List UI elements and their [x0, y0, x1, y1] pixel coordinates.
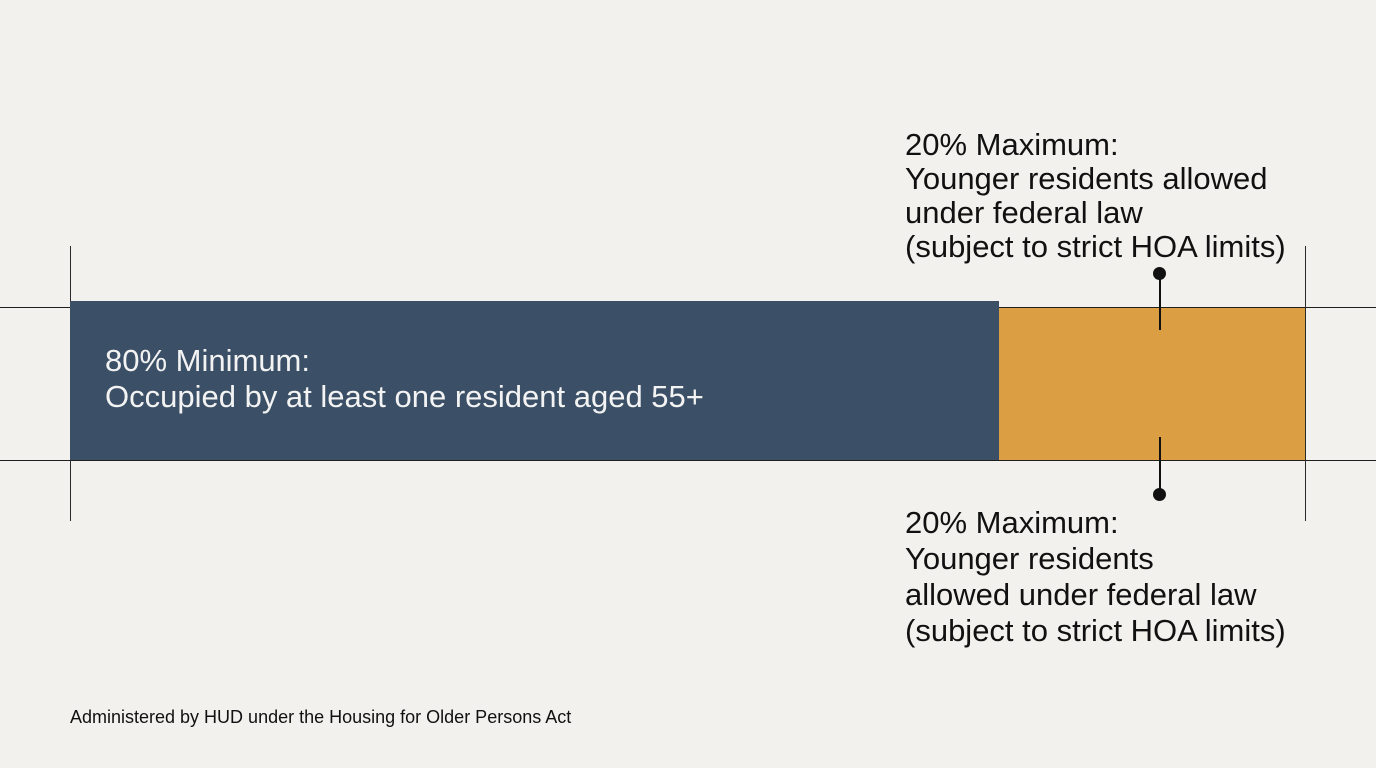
- minimum-segment-label: 80% Minimum: Occupied by at least one re…: [105, 343, 704, 415]
- bottom-callout: 20% Maximum: Younger residents allowed u…: [905, 505, 1286, 649]
- top-callout-line-1: 20% Maximum:: [905, 127, 1119, 162]
- minimum-segment-bar: 80% Minimum: Occupied by at least one re…: [70, 301, 999, 460]
- top-callout-leader-line: [1159, 274, 1161, 330]
- top-callout-dot: [1153, 267, 1166, 280]
- minimum-segment-description: Occupied by at least one resident aged 5…: [105, 379, 704, 414]
- bottom-callout-line-4: (subject to strict HOA limits): [905, 613, 1286, 648]
- top-callout-line-3: under federal law: [905, 195, 1143, 230]
- bottom-callout-line-1: 20% Maximum:: [905, 505, 1119, 540]
- bar-right-boundary-line: [1305, 246, 1306, 521]
- minimum-segment-heading: 80% Minimum:: [105, 343, 310, 378]
- bottom-callout-dot: [1153, 488, 1166, 501]
- maximum-segment-bar: [999, 308, 1305, 460]
- top-callout-line-4: (subject to strict HOA limits): [905, 229, 1286, 264]
- top-callout: 20% Maximum: Younger residents allowed u…: [905, 128, 1286, 264]
- top-callout-line-2: Younger residents allowed: [905, 161, 1268, 196]
- bottom-callout-leader-line: [1159, 437, 1161, 495]
- bottom-callout-line-3: allowed under federal law: [905, 577, 1257, 612]
- bar-bottom-guide-line: [0, 460, 1376, 461]
- footnote-text: Administered by HUD under the Housing fo…: [70, 707, 572, 727]
- bottom-callout-line-2: Younger residents: [905, 541, 1154, 576]
